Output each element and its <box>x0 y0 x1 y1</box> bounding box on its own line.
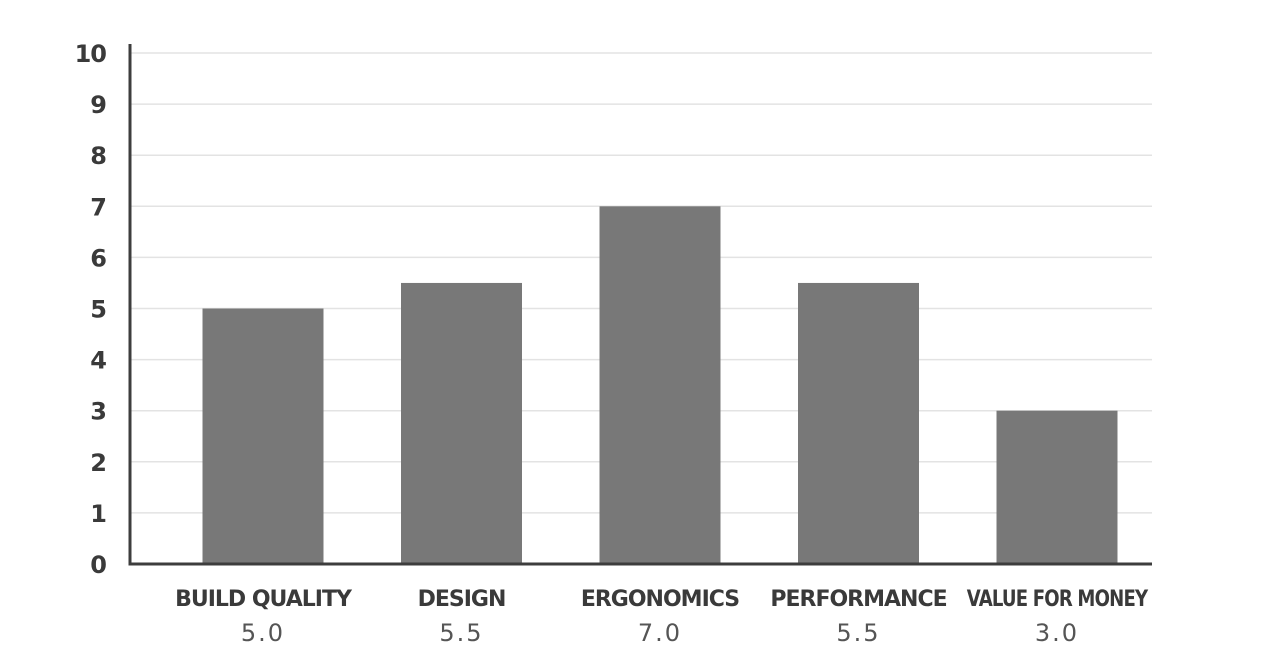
x-category-label: BUILD QUALITY <box>175 587 353 612</box>
x-category-label: DESIGN <box>418 587 506 612</box>
x-category-label: PERFORMANCE <box>770 587 946 612</box>
y-axis-ticks: 0 1 2 3 4 5 6 7 8 9 10 <box>75 40 108 579</box>
bar-value-label: 5.0 <box>241 619 285 647</box>
y-tick-label: 1 <box>90 500 106 528</box>
y-tick-label: 2 <box>90 449 106 477</box>
bar <box>401 282 522 564</box>
bar-value-label: 5.5 <box>836 619 880 647</box>
bar-value-label: 3.0 <box>1035 619 1079 647</box>
bar <box>202 308 324 564</box>
y-tick-label: 8 <box>90 142 106 170</box>
bar <box>798 282 919 564</box>
y-tick-label: 7 <box>90 193 106 221</box>
bar-value-label: 7.0 <box>638 619 682 647</box>
bar-value-label: 5.5 <box>439 619 483 647</box>
y-tick-label: 4 <box>90 347 106 375</box>
bar <box>996 410 1118 564</box>
x-axis-labels: BUILD QUALITY 5.0 DESIGN 5.5 ERGONOMICS 7.0 PE… <box>175 587 1150 647</box>
axis-lines <box>128 44 1152 566</box>
x-category-label: VALUE FOR MONEY <box>967 587 1149 612</box>
y-tick-label: 5 <box>90 296 106 324</box>
axes <box>128 44 1152 566</box>
y-tick-label: 0 <box>90 551 106 579</box>
y-tick-label: 10 <box>75 40 107 68</box>
x-category-label: ERGONOMICS <box>581 587 739 612</box>
y-tick-label: 3 <box>90 398 106 426</box>
bar <box>599 206 721 565</box>
y-tick-label: 9 <box>90 91 106 119</box>
y-tick-label: 6 <box>90 244 106 272</box>
bars <box>202 206 1118 565</box>
